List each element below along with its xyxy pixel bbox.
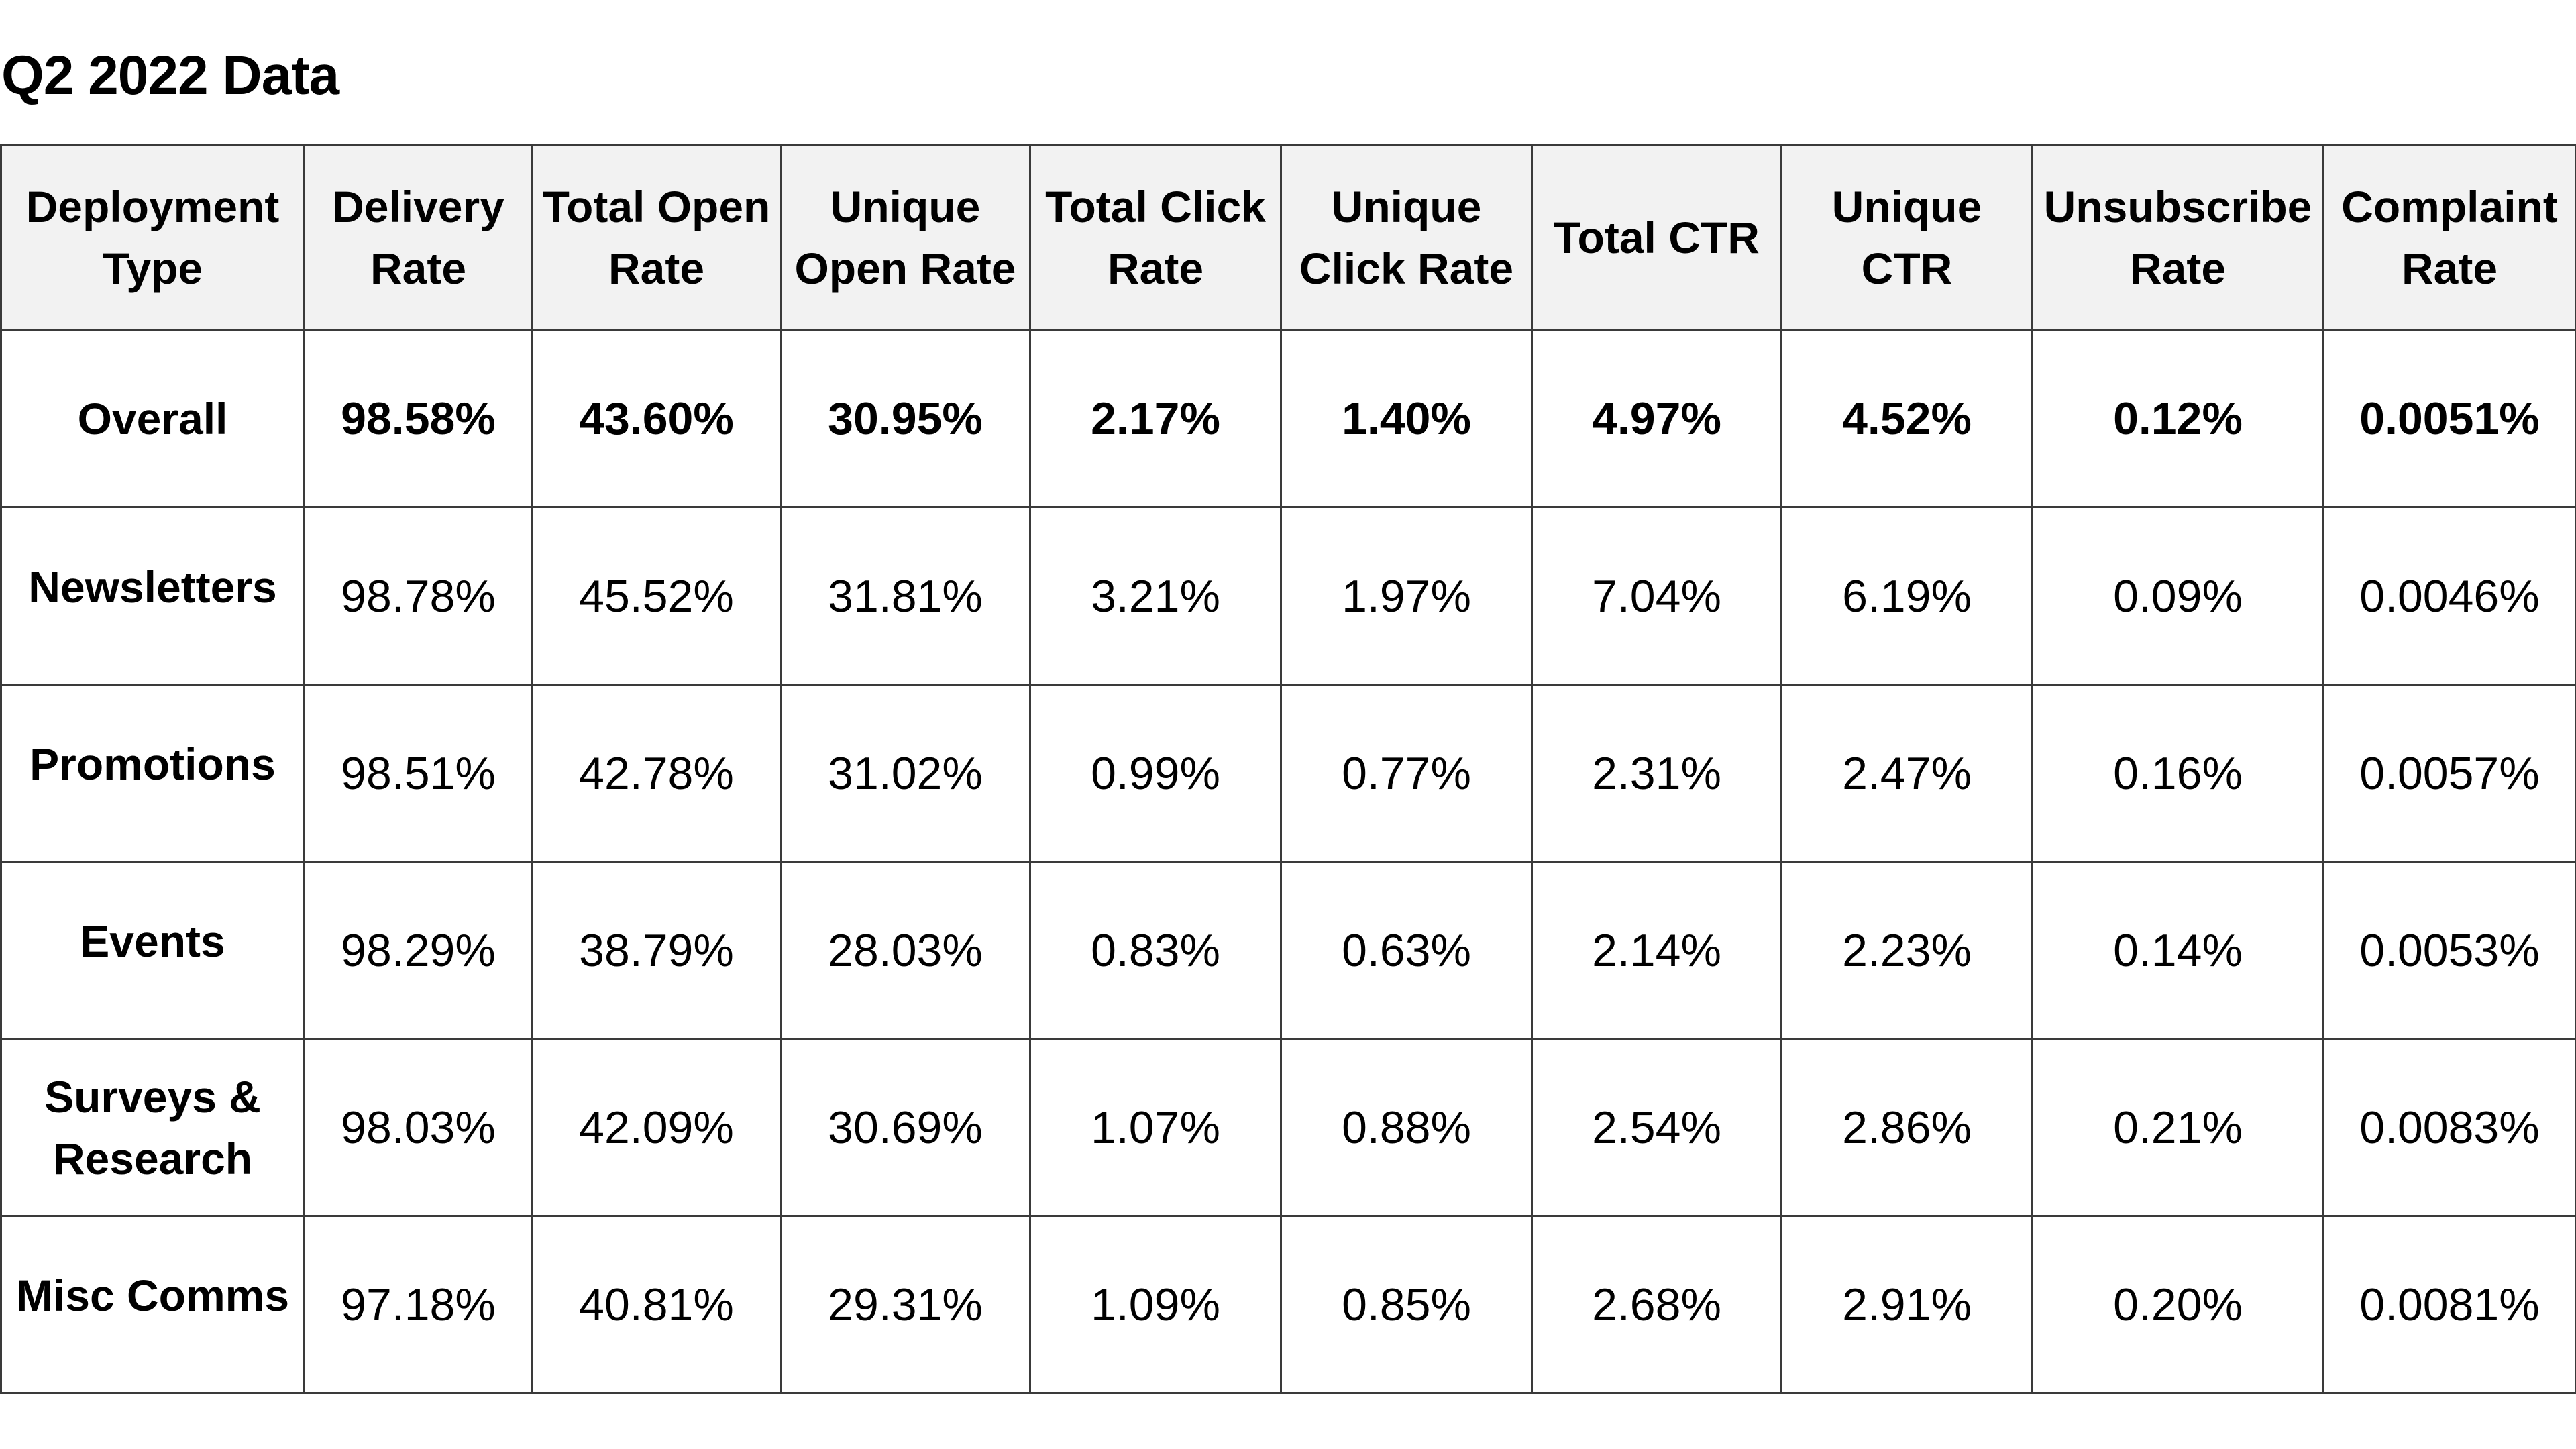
table-cell: 0.0057% <box>2322 684 2576 863</box>
table-cell: 42.78% <box>531 684 782 863</box>
page-title: Q2 2022 Data <box>1 45 339 106</box>
table-cell: 2.91% <box>1780 1215 2033 1394</box>
table-cell: 4.97% <box>1531 329 1782 508</box>
table-cell: 0.21% <box>2031 1038 2324 1217</box>
table-cell: 98.78% <box>303 506 533 686</box>
row-label: Newsletters <box>0 506 305 686</box>
table-row-overall: Overall 98.58% 43.60% 30.95% 2.17% 1.40%… <box>0 329 2576 508</box>
column-header-total-click-rate: Total Click Rate <box>1029 144 1282 331</box>
row-label: Promotions <box>0 684 305 863</box>
column-header-total-open-rate: Total Open Rate <box>531 144 782 331</box>
table-cell: 7.04% <box>1531 506 1782 686</box>
table-cell: 2.86% <box>1780 1038 2033 1217</box>
table-cell: 0.99% <box>1029 684 1282 863</box>
table-cell: 98.58% <box>303 329 533 508</box>
table-cell: 0.14% <box>2031 861 2324 1040</box>
table-cell: 29.31% <box>780 1215 1031 1394</box>
row-label-text: Overall <box>77 394 228 443</box>
column-header-unique-click-rate: Unique Click Rate <box>1280 144 1533 331</box>
table-cell: 30.69% <box>780 1038 1031 1217</box>
table-cell: 45.52% <box>531 506 782 686</box>
table-cell: 2.54% <box>1531 1038 1782 1217</box>
table-cell: 28.03% <box>780 861 1031 1040</box>
table-cell: 2.14% <box>1531 861 1782 1040</box>
column-header-unsubscribe-rate: Unsubscribe Rate <box>2031 144 2324 331</box>
table-cell: 38.79% <box>531 861 782 1040</box>
table-row-promotions: Promotions 98.51% 42.78% 31.02% 0.99% 0.… <box>0 684 2576 863</box>
table-cell: 3.21% <box>1029 506 1282 686</box>
table-cell: 1.40% <box>1280 329 1533 508</box>
table-cell: 30.95% <box>780 329 1031 508</box>
table-cell: 2.47% <box>1780 684 2033 863</box>
table-cell: 0.0083% <box>2322 1038 2576 1217</box>
table-cell: 31.81% <box>780 506 1031 686</box>
column-header-complaint-rate: Complaint Rate <box>2322 144 2576 331</box>
table-cell: 43.60% <box>531 329 782 508</box>
table-cell: 2.23% <box>1780 861 2033 1040</box>
column-header-unique-open-rate: Unique Open Rate <box>780 144 1031 331</box>
row-label: Events <box>0 861 305 1040</box>
row-label-text: Surveys & Research <box>44 1071 261 1183</box>
table-row-newsletters: Newsletters 98.78% 45.52% 31.81% 3.21% 1… <box>0 506 2576 686</box>
table-cell: 98.03% <box>303 1038 533 1217</box>
table-cell: 1.07% <box>1029 1038 1282 1217</box>
table-cell: 42.09% <box>531 1038 782 1217</box>
table-cell: 0.0051% <box>2322 329 2576 508</box>
table-cell: 0.20% <box>2031 1215 2324 1394</box>
table-cell: 4.52% <box>1780 329 2033 508</box>
column-header-deployment-type: Deployment Type <box>0 144 305 331</box>
row-label-text: Newsletters <box>28 561 277 612</box>
table-cell: 6.19% <box>1780 506 2033 686</box>
row-label-text: Promotions <box>30 739 276 789</box>
table-row-misc-comms: Misc Comms 97.18% 40.81% 29.31% 1.09% 0.… <box>0 1215 2576 1394</box>
table-cell: 0.0053% <box>2322 861 2576 1040</box>
table-cell: 0.12% <box>2031 329 2324 508</box>
column-header-delivery-rate: Delivery Rate <box>303 144 533 331</box>
table-cell: 0.0081% <box>2322 1215 2576 1394</box>
table-row-surveys-research: Surveys & Research 98.03% 42.09% 30.69% … <box>0 1038 2576 1217</box>
table-cell: 2.31% <box>1531 684 1782 863</box>
table-cell: 0.0046% <box>2322 506 2576 686</box>
table-row-events: Events 98.29% 38.79% 28.03% 0.83% 0.63% … <box>0 861 2576 1040</box>
table-cell: 0.88% <box>1280 1038 1533 1217</box>
row-label-text: Events <box>80 916 225 966</box>
row-label-text: Misc Comms <box>15 1270 290 1320</box>
table-cell: 0.77% <box>1280 684 1533 863</box>
row-label: Misc Comms <box>0 1215 305 1394</box>
table-cell: 0.83% <box>1029 861 1282 1040</box>
table-cell: 1.09% <box>1029 1215 1282 1394</box>
row-label: Overall <box>0 329 305 508</box>
table-cell: 2.68% <box>1531 1215 1782 1394</box>
table-cell: 98.29% <box>303 861 533 1040</box>
table-cell: 2.17% <box>1029 329 1282 508</box>
data-table: Deployment Type Delivery Rate Total Open… <box>0 144 2576 1394</box>
table-cell: 0.85% <box>1280 1215 1533 1394</box>
header-row: Deployment Type Delivery Rate Total Open… <box>0 144 2576 331</box>
column-header-unique-ctr: Unique CTR <box>1780 144 2033 331</box>
table-cell: 98.51% <box>303 684 533 863</box>
table-cell: 31.02% <box>780 684 1031 863</box>
table-cell: 0.09% <box>2031 506 2324 686</box>
column-header-total-ctr: Total CTR <box>1531 144 1782 331</box>
row-label: Surveys & Research <box>0 1038 305 1217</box>
table-cell: 1.97% <box>1280 506 1533 686</box>
table-cell: 40.81% <box>531 1215 782 1394</box>
table-cell: 0.63% <box>1280 861 1533 1040</box>
table-cell: 0.16% <box>2031 684 2324 863</box>
table-cell: 97.18% <box>303 1215 533 1394</box>
